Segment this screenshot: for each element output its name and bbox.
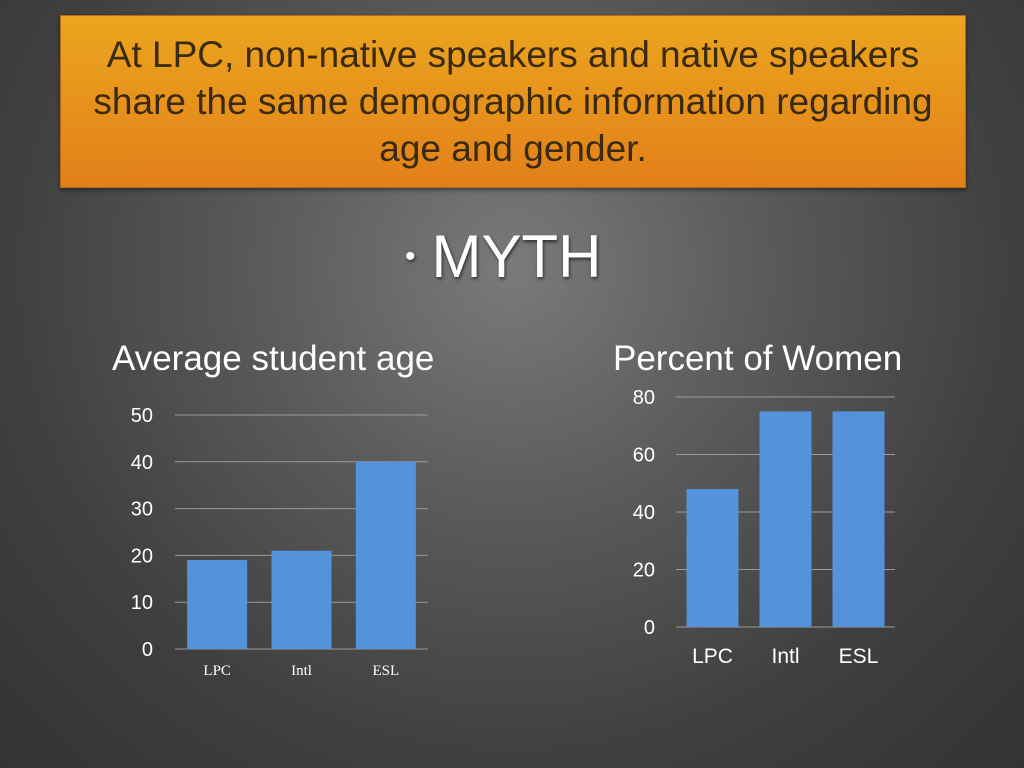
age-ytick-label: 10 [131,592,153,614]
age-category-label: ESL [372,663,399,679]
headline-banner: At LPC, non-native speakers and native s… [60,15,966,188]
age-ytick-label: 30 [131,499,153,521]
women-category-label: ESL [839,645,879,668]
answer-text: MYTH [431,223,602,290]
women-bar-lpc [686,489,739,627]
women-ytick-label: 40 [633,502,655,524]
women-bar-intl [759,411,812,627]
women-bar-esl [832,411,885,627]
women-category-label: Intl [771,645,799,668]
answer-bullet: • MYTH [405,222,602,291]
age-category-label: LPC [203,663,231,679]
age-category-label: Intl [291,663,312,679]
women-ytick-label: 0 [644,617,655,639]
age-bar-lpc [187,560,248,649]
age-chart-title: Average student age [112,339,435,378]
age-ytick-label: 20 [131,545,153,567]
bullet-glyph: • [405,239,416,273]
age-bar-intl [271,550,332,649]
age-ytick-label: 0 [142,639,153,661]
age-ytick-label: 40 [131,452,153,474]
women-ytick-label: 20 [633,560,655,582]
age-ytick-label: 50 [131,405,153,427]
women-category-label: LPC [692,645,733,668]
women-chart-title: Percent of Women [613,339,903,378]
age-bar-esl [355,461,416,649]
women-ytick-label: 80 [633,387,655,409]
women-ytick-label: 60 [633,445,655,467]
headline-text: At LPC, non-native speakers and native s… [93,34,933,169]
